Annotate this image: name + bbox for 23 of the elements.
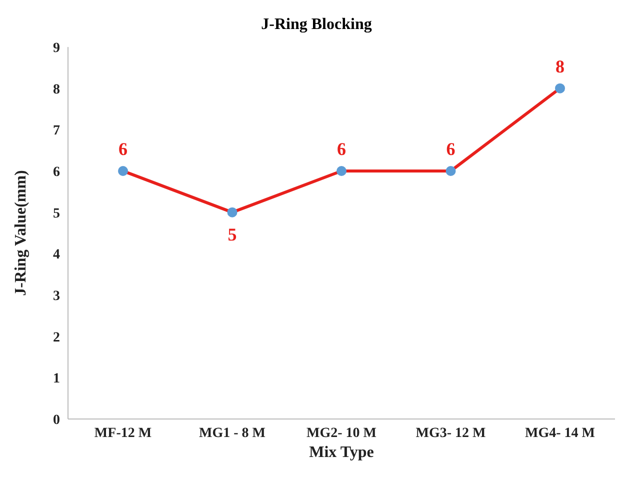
data-label: 6 xyxy=(446,139,456,159)
y-tick-label: 2 xyxy=(53,330,60,346)
data-label: 6 xyxy=(337,139,346,159)
chart-title: J-Ring Blocking xyxy=(260,16,373,34)
x-tick-label: MG3- 12 M xyxy=(416,426,486,441)
data-label: 5 xyxy=(228,224,237,244)
x-axis-title: Mix Type xyxy=(309,444,374,461)
y-axis-title: J-Ring Value(mm) xyxy=(12,170,30,296)
y-tick-label: 9 xyxy=(53,40,60,56)
y-tick-label: 5 xyxy=(53,206,60,222)
y-tick-label: 7 xyxy=(53,124,60,139)
y-tick-label: 6 xyxy=(53,164,60,180)
data-label: 8 xyxy=(556,56,564,76)
y-tick-label: 0 xyxy=(53,412,60,428)
x-tick-label: MG2- 10 M xyxy=(306,426,376,441)
x-tick-label: MF-12 M xyxy=(94,426,152,441)
y-tick-label: 1 xyxy=(53,372,60,387)
data-label: 6 xyxy=(118,139,128,159)
x-tick-label: MG1 - 8 M xyxy=(199,426,266,441)
y-tick-label: 3 xyxy=(53,288,60,304)
y-tick-label: 8 xyxy=(53,82,60,98)
y-tick-label: 4 xyxy=(53,248,60,263)
x-tick-label: MG4- 14 M xyxy=(525,426,595,441)
